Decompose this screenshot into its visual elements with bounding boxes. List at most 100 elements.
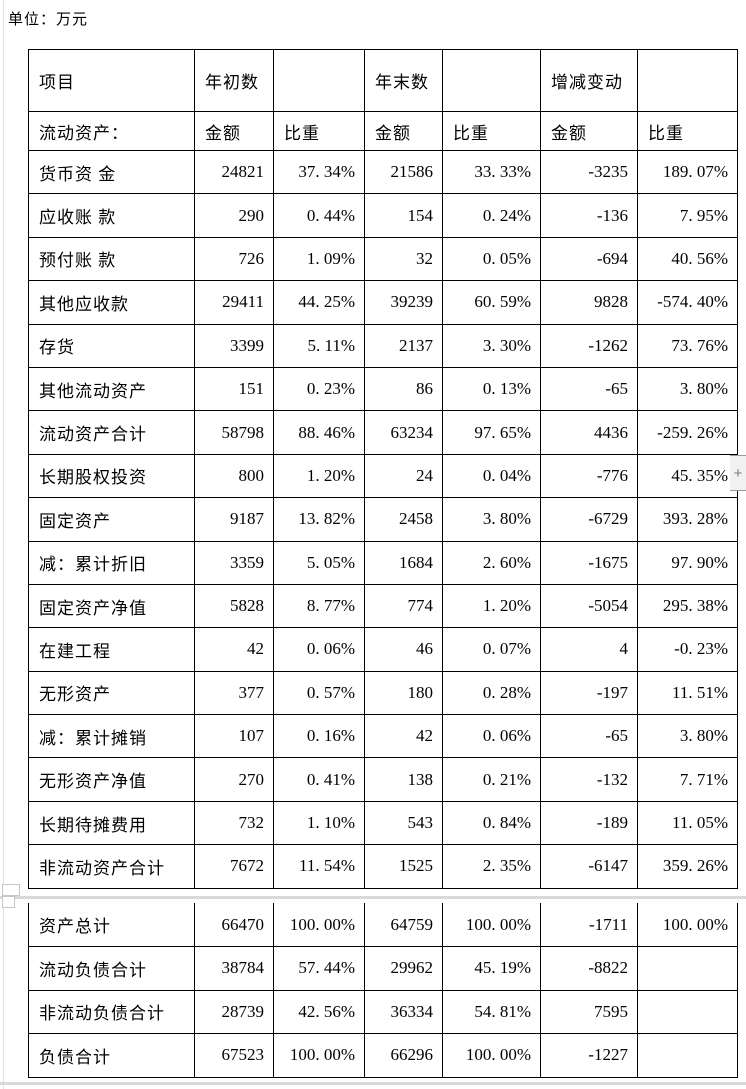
cell-value: 100. 00% <box>637 903 738 947</box>
cell-value: 0. 13% <box>442 366 541 412</box>
cell-value: 3. 80% <box>442 497 541 542</box>
row-label: 非流动资产合计 <box>28 844 195 889</box>
cell-value: 100. 00% <box>273 903 365 947</box>
page-break-line <box>0 896 746 899</box>
cell-value: 0. 44% <box>273 193 365 238</box>
cell-value: 9828 <box>540 280 638 325</box>
table-row: 负债合计 67523 100. 00% 66296 100. 00% -1227 <box>28 1033 738 1078</box>
cell-value: 0. 24% <box>442 193 541 238</box>
cell-value: 66296 <box>364 1033 443 1078</box>
cell-value: -574. 40% <box>637 280 738 325</box>
cell-value: 154 <box>364 193 443 238</box>
cell-value: -1675 <box>540 540 638 585</box>
cell-value: 40. 56% <box>637 236 738 282</box>
row-label: 应收账 款 <box>28 193 195 238</box>
table-row: 在建工程 42 0. 06% 46 0. 07% 4 -0. 23% <box>28 627 738 672</box>
row-label: 无形资产净值 <box>28 757 195 802</box>
cell-value: 45. 35% <box>637 453 738 499</box>
cell-value: -0. 23% <box>637 627 738 672</box>
cell-value: 359. 26% <box>637 844 738 889</box>
cell-value: 0. 21% <box>442 757 541 802</box>
cell-value: 0. 41% <box>273 757 365 802</box>
cell-value: -65 <box>540 366 638 412</box>
cell-value: 3359 <box>194 540 274 585</box>
cell-value: 377 <box>194 670 274 716</box>
cell-value: 774 <box>364 583 443 629</box>
cell-value: 0. 06% <box>442 714 541 759</box>
table-row: 预付账 款 726 1. 09% 32 0. 05% -694 40. 56% <box>28 236 738 282</box>
cell-value <box>637 946 738 991</box>
cell-value: 2137 <box>364 323 443 368</box>
cell-value: 5828 <box>194 583 274 629</box>
cell-value: 3. 80% <box>637 714 738 759</box>
page-break-marker <box>2 884 20 896</box>
cell-value: 2. 35% <box>442 844 541 889</box>
header-begin-of-year: 年初数 <box>194 49 274 112</box>
row-label: 固定资产净值 <box>28 583 195 629</box>
header-row-sub: 流动资产： 金额 比重 金额 比重 金额 比重 <box>28 111 738 151</box>
row-label: 长期待摊费用 <box>28 800 195 846</box>
cell-value: -132 <box>540 757 638 802</box>
row-label: 预付账 款 <box>28 236 195 282</box>
row-label: 其他流动资产 <box>28 366 195 412</box>
cell-value: 97. 65% <box>442 410 541 455</box>
cell-value: -1711 <box>540 903 638 947</box>
totals-table: 资产总计 66470 100. 00% 64759 100. 00% -1711 100. … <box>28 903 738 1078</box>
cell-value: 1. 20% <box>442 583 541 629</box>
cell-value: 1525 <box>364 844 443 889</box>
cell-value: -6729 <box>540 497 638 542</box>
cell-value: 42. 56% <box>273 989 365 1034</box>
header-current-assets: 流动资产： <box>28 111 195 151</box>
cell-value: 46 <box>364 627 443 672</box>
header-row-groups: 项目 年初数 年末数 增减变动 <box>28 49 738 112</box>
cell-value: 7595 <box>540 989 638 1034</box>
cell-value: 0. 04% <box>442 453 541 499</box>
cell-value: -5054 <box>540 583 638 629</box>
cell-value: 38784 <box>194 946 274 991</box>
table-row: 流动资产合计 58798 88. 46% 63234 97. 65% 4436 -259. … <box>28 410 738 455</box>
header-amount: 金额 <box>194 111 274 151</box>
row-label: 存货 <box>28 323 195 368</box>
row-label: 负债合计 <box>28 1033 195 1078</box>
header-end-of-year: 年末数 <box>364 49 443 112</box>
cell-value: 60. 59% <box>442 280 541 325</box>
cell-value: -189 <box>540 800 638 846</box>
table-row: 流动负债合计 38784 57. 44% 29962 45. 19% -8822 <box>28 946 738 991</box>
cell-value: 57. 44% <box>273 946 365 991</box>
cell-value: 393. 28% <box>637 497 738 542</box>
table-row: 长期股权投资 800 1. 20% 24 0. 04% -776 45. 35% <box>28 453 738 499</box>
cell-value: 290 <box>194 193 274 238</box>
cell-value: 24821 <box>194 149 274 195</box>
table-row: 固定资产净值 5828 8. 77% 774 1. 20% -5054 295. 38% <box>28 583 738 629</box>
cell-value: 270 <box>194 757 274 802</box>
cell-value <box>637 989 738 1034</box>
cell-value: 100. 00% <box>273 1033 365 1078</box>
cell-value: 32 <box>364 236 443 282</box>
cell-value: 0. 16% <box>273 714 365 759</box>
cell-value: 1. 09% <box>273 236 365 282</box>
cell-value: 7. 71% <box>637 757 738 802</box>
header-change: 增减变动 <box>540 49 638 112</box>
cell-value: 29962 <box>364 946 443 991</box>
cell-value: 97. 90% <box>637 540 738 585</box>
cell-value: 295. 38% <box>637 583 738 629</box>
cell-value: 13. 82% <box>273 497 365 542</box>
table-row: 固定资产 9187 13. 82% 2458 3. 80% -6729 393. 28% <box>28 497 738 542</box>
row-label: 非流动负债合计 <box>28 989 195 1034</box>
table-row: 无形资产 377 0. 57% 180 0. 28% -197 11. 51% <box>28 670 738 716</box>
scrollbar-plus-button[interactable]: + <box>730 455 746 491</box>
cell-value: 7672 <box>194 844 274 889</box>
cell-value: 2. 60% <box>442 540 541 585</box>
cell-value: 63234 <box>364 410 443 455</box>
cell-value: 4 <box>540 627 638 672</box>
cell-value: 0. 57% <box>273 670 365 716</box>
table-row: 减：累计摊销 107 0. 16% 42 0. 06% -65 3. 80% <box>28 714 738 759</box>
row-label: 货币资 金 <box>28 149 195 195</box>
cell-value: -1227 <box>540 1033 638 1078</box>
header-ratio: 比重 <box>442 111 541 151</box>
cell-value: 2458 <box>364 497 443 542</box>
cell-value <box>637 1033 738 1078</box>
cell-value: 29411 <box>194 280 274 325</box>
cell-value: -65 <box>540 714 638 759</box>
cell-value: 1. 20% <box>273 453 365 499</box>
